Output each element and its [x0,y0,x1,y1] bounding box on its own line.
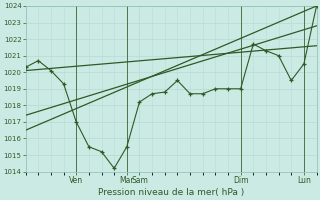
X-axis label: Pression niveau de la mer( hPa ): Pression niveau de la mer( hPa ) [98,188,244,197]
